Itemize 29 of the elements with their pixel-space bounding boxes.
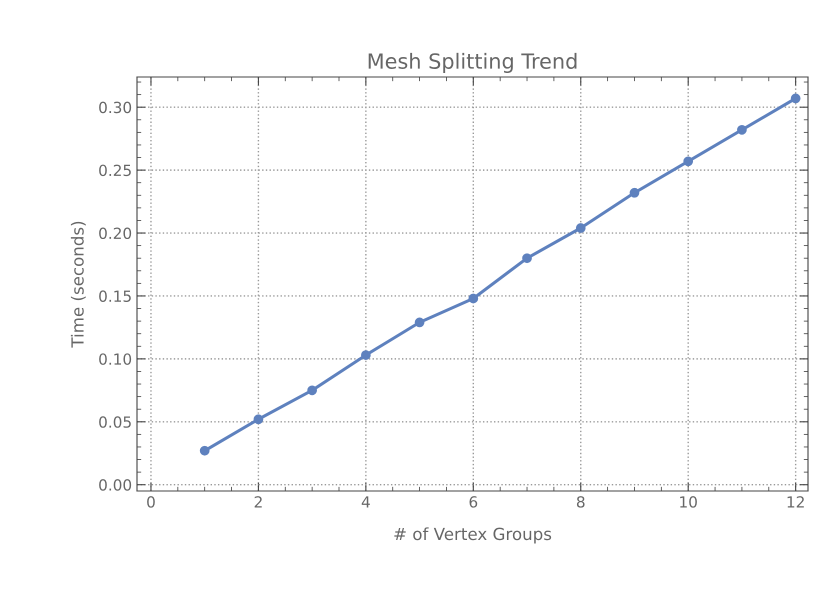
point (790, 94, 801, 104)
x-tick-label: 12 (788, 496, 804, 508)
point (737, 124, 747, 135)
y-tick-label: 0.05 (99, 416, 131, 428)
y-tick-label: 0.15 (99, 290, 131, 302)
point (254, 414, 264, 424)
point (522, 253, 532, 264)
y-tick-label: 0.00 (99, 479, 132, 491)
x-tick-label: 10 (680, 496, 697, 508)
y-axis-title: Time (seconds) (70, 222, 86, 348)
x-tick-label: 0 (147, 496, 155, 508)
x-axis-title: # of Vertex Groups (394, 527, 552, 544)
point (361, 350, 371, 360)
x-tick-label: 4 (362, 496, 370, 508)
x-tick-label: 6 (470, 496, 478, 508)
point (683, 156, 694, 166)
x-tick-label: 8 (576, 496, 585, 508)
x-tick-label: 2 (254, 496, 262, 508)
point (468, 294, 478, 304)
y-tick-label: 0.30 (99, 102, 132, 114)
chart-title: Mesh Splitting Trend (368, 52, 576, 73)
y-tick-label: 0.10 (99, 353, 132, 365)
y-tick-label: 0.20 (99, 228, 132, 240)
point (200, 446, 210, 456)
point (576, 223, 586, 233)
point (307, 385, 317, 396)
point (630, 188, 640, 198)
y-tick-label: 0.25 (99, 164, 131, 176)
point (414, 318, 424, 328)
